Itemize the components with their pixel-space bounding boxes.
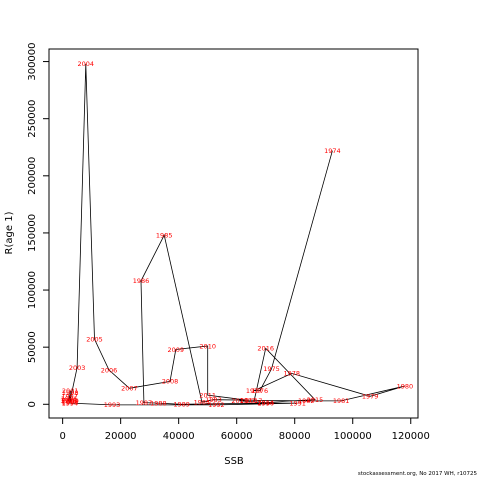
point-label-1975: 1975 bbox=[263, 365, 280, 373]
point-label-1988: 1988 bbox=[150, 399, 167, 407]
point-label-2005: 2005 bbox=[86, 336, 103, 344]
y-tick-label: 300000 bbox=[27, 42, 38, 80]
point-label-1979: 1979 bbox=[362, 393, 379, 401]
point-label-2007: 2007 bbox=[121, 385, 138, 393]
point-label-1984: 1984 bbox=[194, 398, 211, 406]
x-tick-label: 80000 bbox=[279, 431, 311, 442]
point-label-2002: 2002 bbox=[62, 398, 79, 406]
point-label-2015: 2015 bbox=[307, 396, 324, 404]
point-label-2004: 2004 bbox=[78, 60, 95, 68]
x-tick-label: 100000 bbox=[334, 431, 372, 442]
y-tick-label: 0 bbox=[27, 401, 38, 407]
point-label-1998: 1998 bbox=[62, 389, 79, 397]
x-tick-label: 120000 bbox=[392, 431, 430, 442]
point-label-1989: 1989 bbox=[173, 401, 190, 409]
point-label-1995: 1995 bbox=[60, 397, 77, 405]
point-label-1986: 1986 bbox=[133, 277, 150, 285]
point-label-1978: 1978 bbox=[284, 370, 301, 378]
point-label-2003: 2003 bbox=[69, 364, 86, 372]
point-label-2006: 2006 bbox=[101, 366, 118, 374]
point-label-1977: 1977 bbox=[246, 387, 263, 395]
point-label-1993: 1993 bbox=[104, 401, 121, 409]
point-label-1992: 1992 bbox=[208, 401, 225, 409]
point-label-1981: 1981 bbox=[333, 397, 350, 405]
point-label-1997: 1997 bbox=[61, 393, 78, 401]
point-label-1976: 1976 bbox=[252, 387, 269, 395]
point-label-2012: 2012 bbox=[240, 397, 257, 405]
point-label-2014: 2014 bbox=[257, 399, 274, 407]
point-label-1983: 1983 bbox=[205, 396, 222, 404]
point-label-2017: 2017 bbox=[246, 397, 263, 405]
point-label-1994: 1994 bbox=[62, 399, 79, 407]
point-label-2016: 2016 bbox=[257, 345, 274, 353]
y-tick-label: 200000 bbox=[27, 157, 38, 195]
point-label-1985: 1985 bbox=[156, 232, 173, 240]
y-tick-label: 150000 bbox=[27, 214, 38, 252]
point-label-2011: 2011 bbox=[199, 392, 216, 400]
x-tick-label: 0 bbox=[59, 431, 65, 442]
y-tick-label: 250000 bbox=[27, 100, 38, 138]
point-label-2009: 2009 bbox=[168, 346, 185, 354]
point-label-1982: 1982 bbox=[298, 397, 315, 405]
x-tick-label: 60000 bbox=[221, 431, 253, 442]
point-label-2013: 2013 bbox=[231, 397, 248, 405]
x-axis: 0 20000 40000 60000 80000 100000 120000 bbox=[59, 417, 430, 442]
y-axis-title: R(age 1) bbox=[4, 211, 15, 254]
point-label-1974: 1974 bbox=[324, 147, 341, 155]
x-tick-label: 20000 bbox=[105, 431, 137, 442]
series-line bbox=[67, 63, 406, 406]
point-label-1991: 1991 bbox=[289, 399, 306, 407]
y-tick-label: 100000 bbox=[27, 271, 38, 309]
point-label-1980: 1980 bbox=[397, 382, 414, 390]
y-tick-label: 50000 bbox=[27, 331, 38, 363]
point-label-1996: 1996 bbox=[61, 395, 78, 403]
y-axis: 0 50000 100000 150000 200000 250000 300000 bbox=[27, 42, 50, 407]
point-label-1987: 1987 bbox=[136, 399, 153, 407]
credit-text: stockassessment.org, No 2017 WH, r10725 bbox=[357, 471, 477, 477]
point-label-2000: 2000 bbox=[62, 397, 79, 405]
point-label-2001: 2001 bbox=[62, 387, 79, 395]
x-tick-label: 40000 bbox=[163, 431, 195, 442]
x-axis-title: SSB bbox=[224, 456, 244, 467]
point-label-1999: 1999 bbox=[62, 398, 79, 406]
point-label-2008: 2008 bbox=[162, 378, 179, 386]
point-label-2010: 2010 bbox=[199, 342, 216, 350]
point-label-1990: 1990 bbox=[257, 399, 274, 407]
plot-frame bbox=[48, 48, 419, 419]
